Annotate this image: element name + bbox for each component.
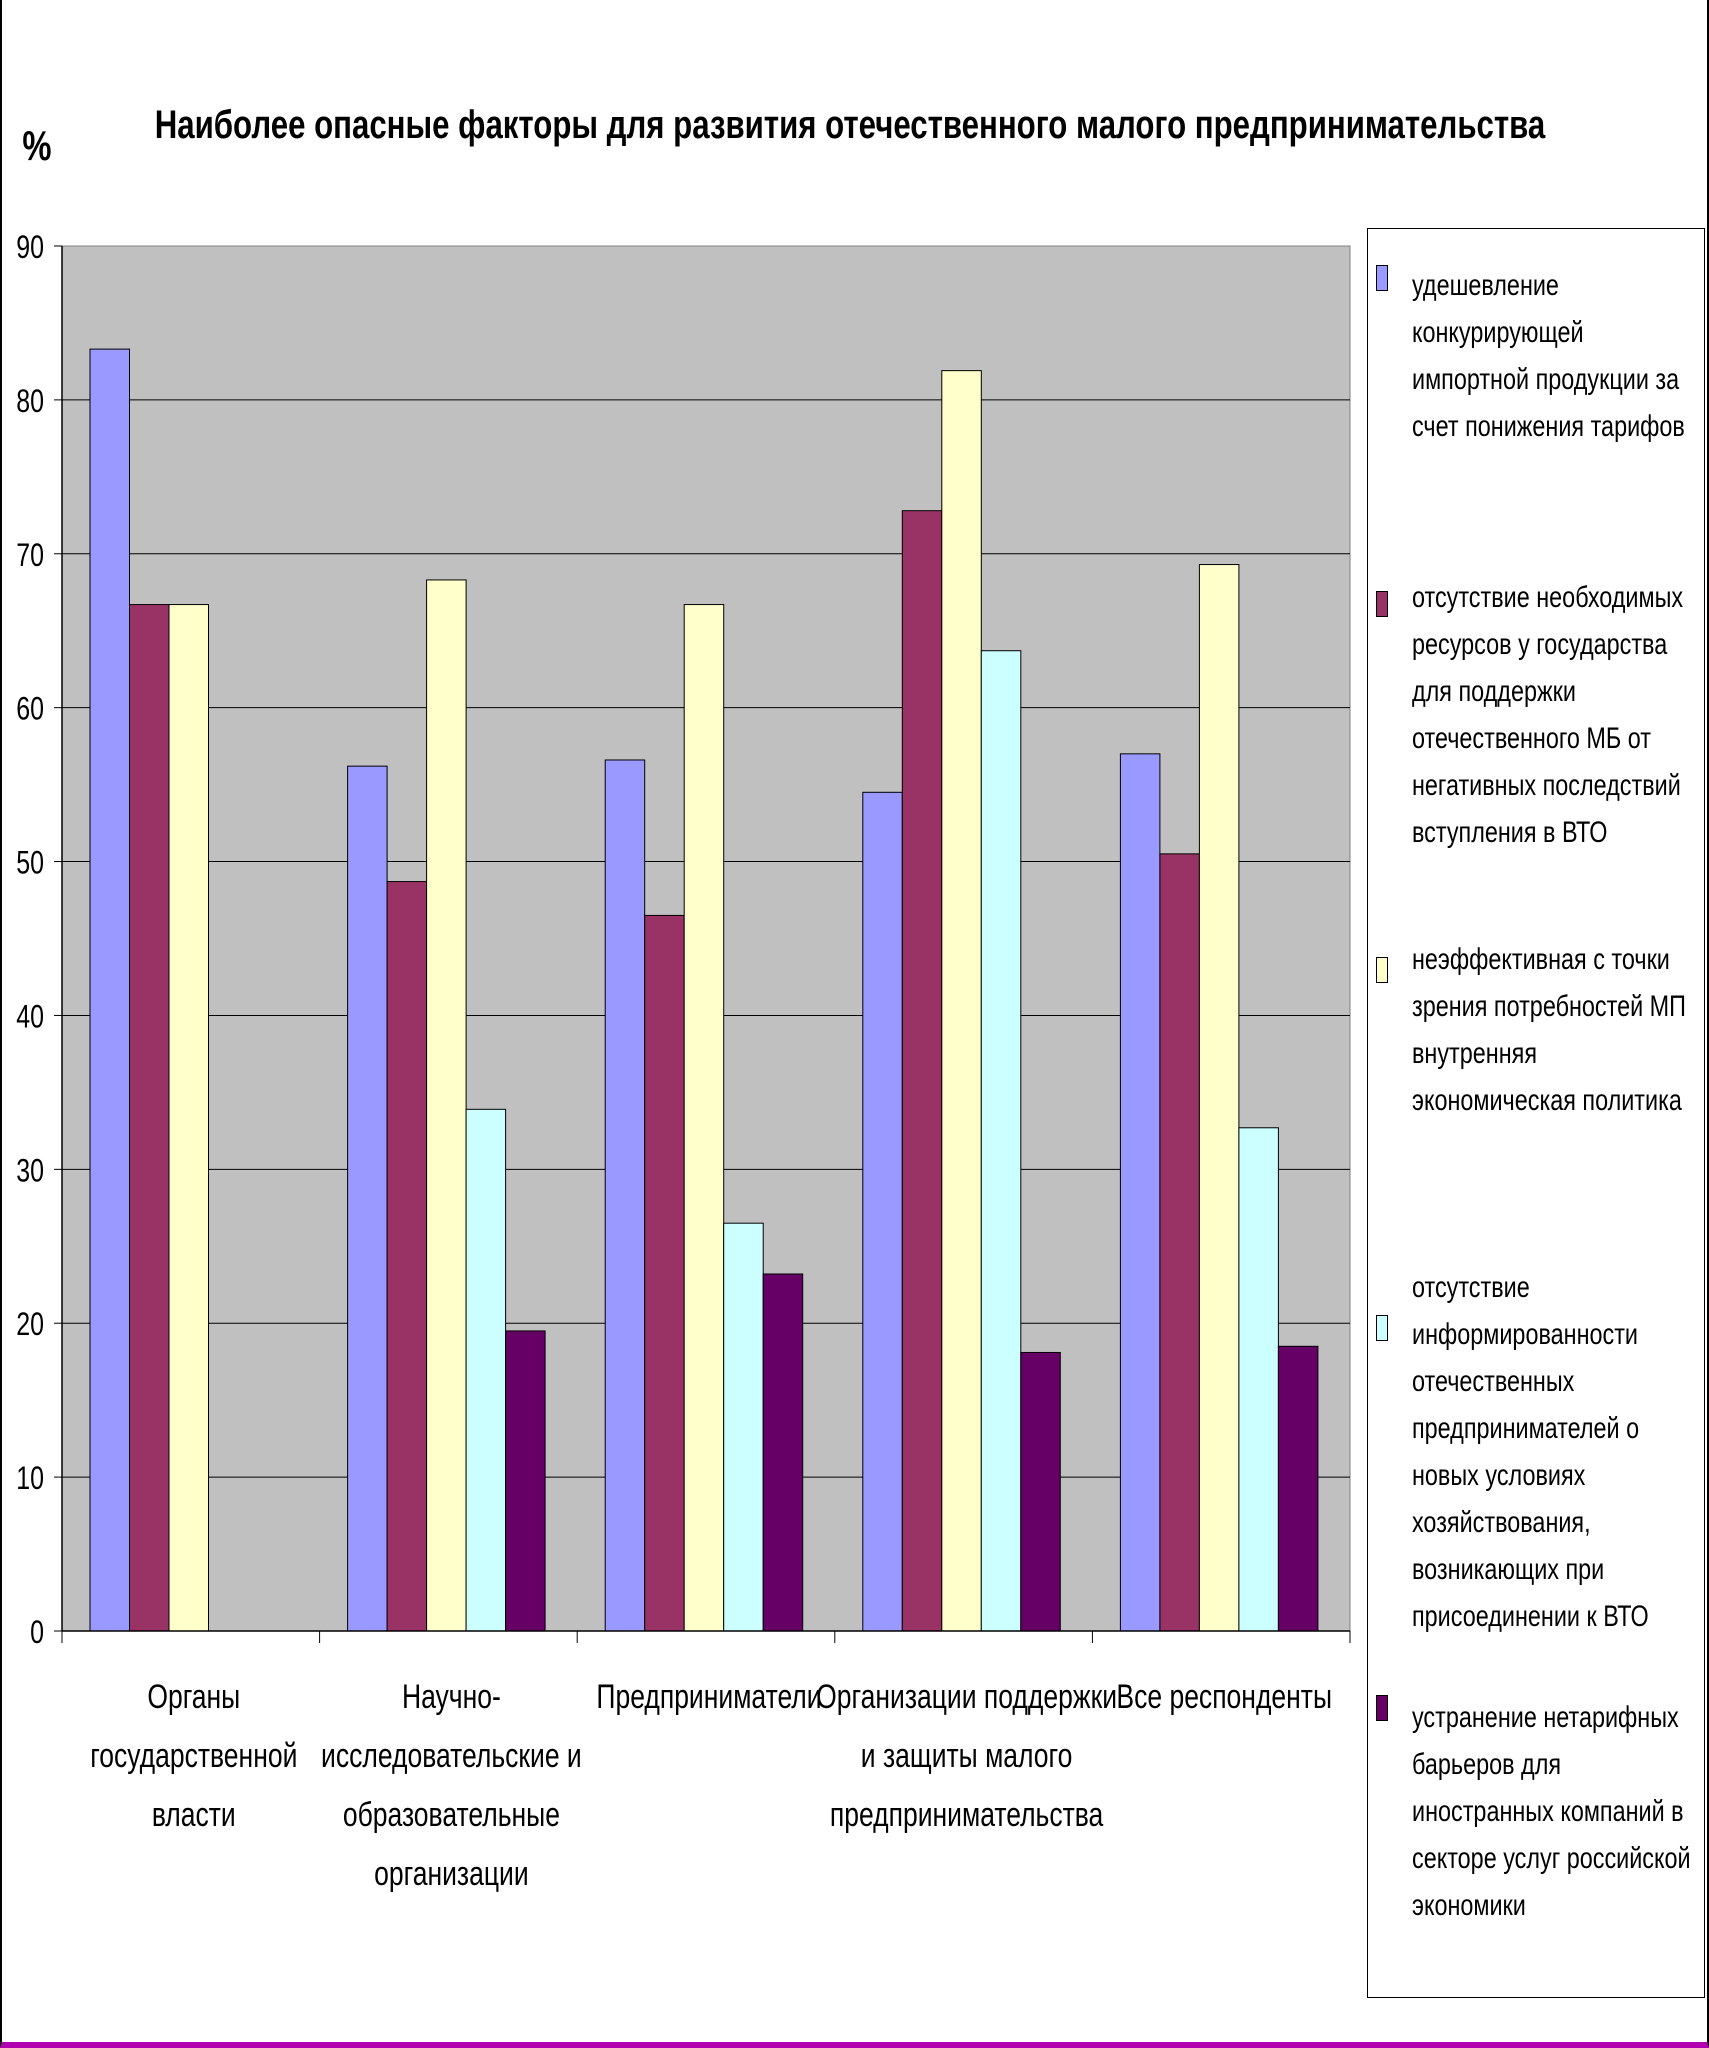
- legend-label: присоединении к ВТО: [1412, 1600, 1649, 1633]
- bar-series-5-category-4: [1020, 1351, 1061, 1632]
- y-tick-label: 0: [30, 1615, 44, 1651]
- legend-swatch: [1376, 957, 1388, 983]
- legend-label: вступления в ВТО: [1412, 816, 1608, 849]
- legend-swatch: [1376, 1695, 1388, 1721]
- bar-series-4-category-4: [980, 650, 1022, 1632]
- legend-label: зрения потребностей МП: [1412, 990, 1686, 1023]
- legend-label: отечественных: [1412, 1365, 1575, 1398]
- bar-series-3-category-2: [426, 579, 467, 1632]
- bar-series-1-category-2: [347, 765, 388, 1632]
- legend-swatch: [1376, 265, 1388, 291]
- y-tick-label: 40: [16, 1000, 44, 1036]
- legend-label: для поддержки: [1412, 675, 1576, 708]
- y-tick-label: 70: [16, 538, 44, 574]
- legend-swatch: [1376, 1315, 1388, 1341]
- y-tick-label: 50: [16, 846, 44, 882]
- bar-series-5-category-3: [762, 1273, 804, 1632]
- bar-series-1-category-1: [89, 348, 130, 1632]
- x-tick-labels: Органы государственной власти Научно-исслед…: [90, 1678, 1332, 1893]
- x-tick-label: и защиты малого: [861, 1737, 1073, 1775]
- y-tick-label: 90: [16, 230, 44, 266]
- legend-label: секторе услуг российской: [1412, 1842, 1691, 1875]
- bar-series-4-category-3: [723, 1222, 764, 1632]
- x-tick-label: исследовательские и: [321, 1737, 582, 1775]
- legend-label: возникающих при: [1412, 1553, 1605, 1586]
- legend-label: внутренняя: [1412, 1037, 1537, 1070]
- bar-series-3-category-4: [941, 370, 982, 1632]
- legend-label: хозяйствования,: [1412, 1506, 1591, 1539]
- y-tick-label: 30: [16, 1153, 44, 1189]
- bar-series-2-category-3: [644, 914, 685, 1632]
- y-tick-label: 10: [16, 1461, 44, 1497]
- y-tick-label: 80: [16, 384, 44, 420]
- bar-series-2-category-2: [386, 881, 428, 1632]
- y-tick-labels: 0 10 20 30 40 50 60 70 80 90: [16, 230, 44, 1651]
- x-tick-label: Организации поддержки: [816, 1678, 1117, 1716]
- axes: [54, 245, 1351, 1643]
- bar-series-1-category-4: [862, 791, 903, 1632]
- legend-label: устранение нетарифных: [1412, 1701, 1679, 1734]
- bar-series-3-category-5: [1198, 564, 1240, 1632]
- x-tick-label: государственной: [90, 1737, 297, 1775]
- legend-label: конкурирующей: [1412, 316, 1584, 349]
- x-tick-label: власти: [152, 1796, 236, 1834]
- bar-series-5-category-5: [1277, 1345, 1319, 1632]
- legend-label: счет понижения тарифов: [1412, 410, 1685, 443]
- legend-label: предпринимателей о: [1412, 1412, 1640, 1445]
- x-tick-label: предпринимательства: [830, 1796, 1103, 1834]
- bar-series-4-category-2: [465, 1108, 507, 1632]
- y-axis-label: %: [22, 122, 51, 169]
- bar-series-1-category-5: [1119, 753, 1161, 1632]
- bar-series-4-category-5: [1238, 1127, 1279, 1632]
- legend-label: новых условиях: [1412, 1459, 1586, 1492]
- legend-label: отсутствие необходимых: [1412, 581, 1684, 614]
- bar-series-3-category-1: [168, 604, 209, 1632]
- x-tick-label: Предприниматели: [596, 1678, 821, 1716]
- bar-series-2-category-5: [1159, 853, 1200, 1632]
- legend-swatch: [1376, 591, 1388, 617]
- bars: [89, 348, 1319, 1632]
- x-tick-label: организации: [374, 1855, 528, 1893]
- legend-label: иностранных компаний в: [1412, 1795, 1684, 1828]
- bar-series-2-category-4: [901, 510, 943, 1632]
- y-tick-label: 20: [16, 1307, 44, 1343]
- chart-title: Наиболее опасные факторы для развития от…: [155, 102, 1546, 147]
- legend: удешевление конкурирующей импортной продук…: [1367, 228, 1705, 1998]
- y-tick-label: 60: [16, 692, 44, 728]
- x-tick-label: образовательные: [343, 1796, 560, 1834]
- bar-series-3-category-3: [683, 604, 725, 1632]
- x-tick-label: Все респонденты: [1116, 1678, 1332, 1716]
- legend-label: отечественного МБ от: [1412, 722, 1651, 755]
- legend-label: ресурсов у государства: [1412, 628, 1668, 661]
- legend-label: отсутствие: [1412, 1271, 1530, 1304]
- legend-label: экономики: [1412, 1889, 1526, 1922]
- legend-label: неэффективная с точки: [1412, 943, 1670, 976]
- legend-label: удешевление: [1412, 269, 1559, 302]
- legend-label: импортной продукции за: [1412, 363, 1680, 396]
- legend-label: негативных последствий: [1412, 769, 1681, 802]
- bar-series-1-category-3: [604, 759, 646, 1632]
- legend-label: информированности: [1412, 1318, 1638, 1351]
- x-tick-label: Научно-: [402, 1678, 501, 1716]
- x-tick-label: Органы: [147, 1678, 240, 1716]
- legend-label: экономическая политика: [1412, 1084, 1682, 1117]
- bar-series-2-category-1: [129, 604, 170, 1632]
- legend-label: барьеров для: [1412, 1748, 1562, 1781]
- bar-series-5-category-2: [505, 1330, 546, 1632]
